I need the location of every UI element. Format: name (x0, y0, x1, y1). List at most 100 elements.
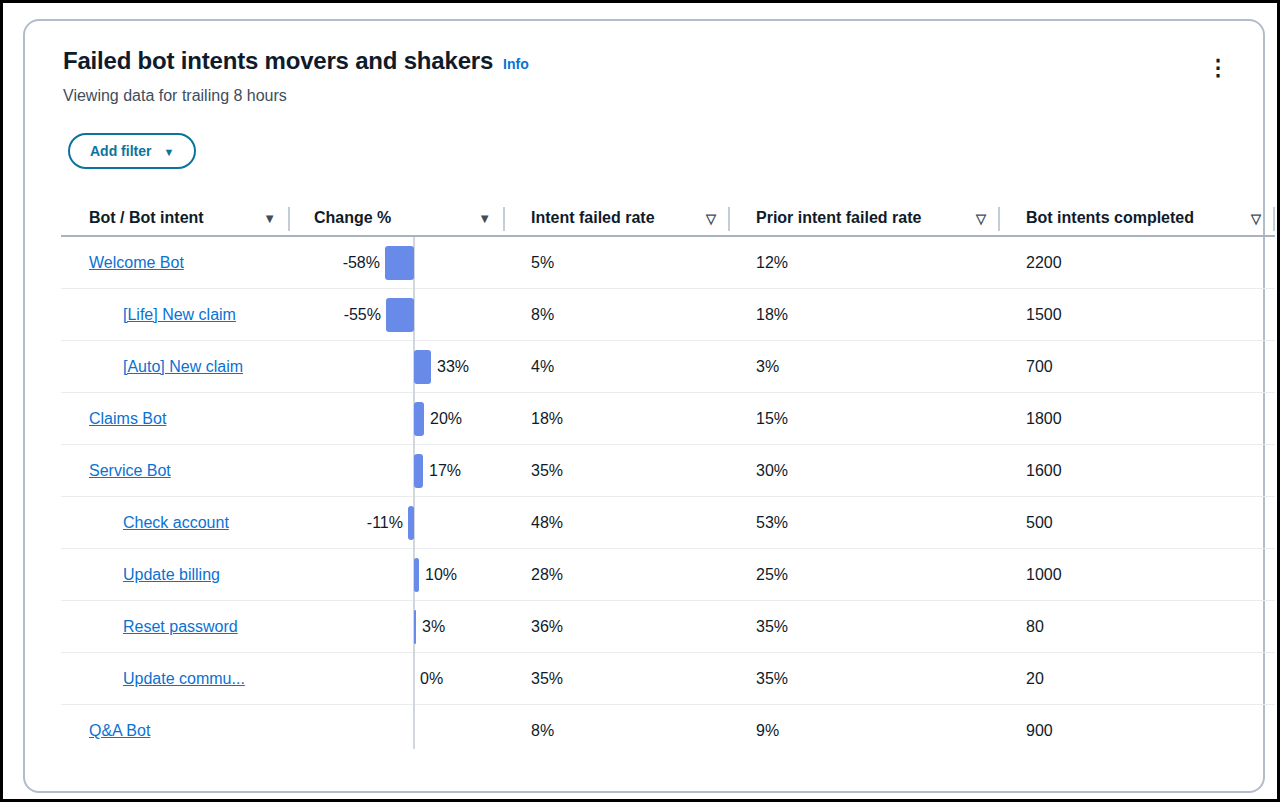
change-bar (414, 610, 416, 644)
intent-failed-rate-cell: 36% (505, 618, 730, 636)
column-header-intent-failed-rate[interactable]: Intent failed rate ▽ (505, 201, 730, 235)
change-chart-cell: -11% (290, 497, 505, 549)
table-row: Update commu...0%35%35%20 (61, 653, 1275, 705)
change-value-label: 10% (425, 566, 457, 584)
intent-link[interactable]: Reset password (123, 618, 238, 635)
bot-intents-completed-cell: 1800 (1000, 410, 1275, 428)
sort-caret-icon[interactable]: ▽ (976, 211, 986, 226)
prior-intent-failed-rate-cell: 12% (730, 254, 1000, 272)
bot-intent-cell: Claims Bot (61, 410, 290, 428)
intent-link[interactable]: [Auto] New claim (123, 358, 243, 375)
bot-intent-cell: [Auto] New claim (61, 358, 290, 376)
bot-link[interactable]: Claims Bot (89, 410, 166, 427)
prior-intent-failed-rate-cell: 25% (730, 566, 1000, 584)
column-header-change-pct[interactable]: Change % ▼ (290, 201, 505, 235)
table-row: Welcome Bot -58% 5%12%2200 (61, 237, 1275, 289)
change-bar (414, 454, 423, 488)
bot-intents-completed-cell: 1500 (1000, 306, 1275, 324)
change-chart-cell: -55% (290, 289, 505, 341)
bot-intents-completed-cell: 20 (1000, 670, 1275, 688)
bot-intents-completed-cell: 500 (1000, 514, 1275, 532)
change-value-label: -58% (343, 254, 380, 272)
change-chart-cell: 10% (290, 549, 505, 601)
change-chart-cell: 33% (290, 341, 505, 393)
intent-link[interactable]: Check account (123, 514, 229, 531)
intent-failed-rate-cell: 35% (505, 670, 730, 688)
add-filter-button[interactable]: Add filter ▼ (68, 133, 196, 169)
bot-intents-completed-cell: 900 (1000, 722, 1275, 740)
bot-link[interactable]: Welcome Bot (89, 254, 184, 271)
bot-intent-cell: Update commu... (61, 670, 290, 688)
prior-intent-failed-rate-cell: 30% (730, 462, 1000, 480)
bot-intent-cell: Update billing (61, 566, 290, 584)
change-chart-cell: -58% (290, 237, 505, 289)
bot-intent-cell: Reset password (61, 618, 290, 636)
column-header-bot-intents-completed[interactable]: Bot intents completed ▽ (1000, 201, 1275, 235)
page-title: Failed bot intents movers and shakers (63, 47, 493, 75)
table-body: Welcome Bot -58% 5%12%2200 [Life] New claim… (61, 237, 1275, 757)
change-value-label: 17% (429, 462, 461, 480)
bot-intent-cell: Check account (61, 514, 290, 532)
title-line: Failed bot intents movers and shakers In… (63, 47, 529, 75)
add-filter-label: Add filter (90, 143, 151, 159)
column-header-prior-intent-failed-rate[interactable]: Prior intent failed rate ▽ (730, 201, 1000, 235)
sort-caret-icon[interactable]: ▽ (706, 211, 716, 226)
change-chart-cell: 20% (290, 393, 505, 445)
bot-intent-cell: Q&A Bot (61, 722, 290, 740)
bot-intents-completed-cell: 1600 (1000, 462, 1275, 480)
intent-failed-rate-cell: 18% (505, 410, 730, 428)
table-row: Claims Bot 20% 18%15%1800 (61, 393, 1275, 445)
prior-intent-failed-rate-cell: 15% (730, 410, 1000, 428)
sort-caret-icon[interactable]: ▽ (1251, 211, 1261, 226)
column-label: Intent failed rate (531, 209, 655, 227)
bot-intent-cell: Welcome Bot (61, 254, 290, 272)
change-bar (414, 558, 419, 592)
sort-caret-icon[interactable]: ▼ (478, 211, 491, 226)
table-header-row: Bot / Bot intent ▼ Change % ▼ Intent fai… (61, 201, 1275, 237)
change-chart-cell: 17% (290, 445, 505, 497)
intent-link[interactable]: Update commu... (123, 670, 245, 687)
change-bar (414, 350, 431, 384)
column-divider (1273, 207, 1275, 231)
table-row: [Life] New claim -55% 8%18%1500 (61, 289, 1275, 341)
column-header-bot-intent[interactable]: Bot / Bot intent ▼ (61, 201, 290, 235)
movers-shakers-table: Bot / Bot intent ▼ Change % ▼ Intent fai… (61, 201, 1275, 757)
bot-link[interactable]: Service Bot (89, 462, 171, 479)
intent-failed-rate-cell: 8% (505, 306, 730, 324)
intent-failed-rate-cell: 4% (505, 358, 730, 376)
prior-intent-failed-rate-cell: 35% (730, 670, 1000, 688)
intent-link[interactable]: Update billing (123, 566, 220, 583)
intent-failed-rate-cell: 35% (505, 462, 730, 480)
change-chart-cell: 0% (290, 653, 505, 705)
info-link[interactable]: Info (503, 56, 529, 72)
prior-intent-failed-rate-cell: 18% (730, 306, 1000, 324)
table-row: Check account-11%48%53%500 (61, 497, 1275, 549)
change-bar (414, 402, 424, 436)
change-value-label: -11% (367, 514, 403, 532)
prior-intent-failed-rate-cell: 9% (730, 722, 1000, 740)
change-chart-cell (290, 705, 505, 757)
change-value-label: -55% (344, 306, 381, 324)
bot-intents-completed-cell: 2200 (1000, 254, 1275, 272)
prior-intent-failed-rate-cell: 35% (730, 618, 1000, 636)
change-value-label: 20% (430, 410, 462, 428)
table-row: Q&A Bot8%9%900 (61, 705, 1275, 757)
intent-link[interactable]: [Life] New claim (123, 306, 236, 323)
table-row: [Auto] New claim33%4%3%700 (61, 341, 1275, 393)
table-row: Reset password3%36%35%80 (61, 601, 1275, 653)
bot-link[interactable]: Q&A Bot (89, 722, 150, 739)
intent-failed-rate-cell: 48% (505, 514, 730, 532)
change-value-label: 33% (437, 358, 469, 376)
sort-caret-icon[interactable]: ▼ (263, 211, 276, 226)
column-label: Prior intent failed rate (756, 209, 921, 227)
change-value-label: 0% (420, 670, 443, 688)
column-label: Bot intents completed (1026, 209, 1194, 227)
chevron-down-icon: ▼ (163, 146, 174, 158)
intent-failed-rate-cell: 5% (505, 254, 730, 272)
kebab-menu-icon[interactable]: ⋮ (1197, 51, 1239, 85)
widget-header: Failed bot intents movers and shakers In… (63, 47, 1239, 85)
change-bar (386, 298, 414, 332)
bot-intent-cell: Service Bot (61, 462, 290, 480)
bot-intent-cell: [Life] New claim (61, 306, 290, 324)
column-label: Bot / Bot intent (89, 209, 204, 227)
